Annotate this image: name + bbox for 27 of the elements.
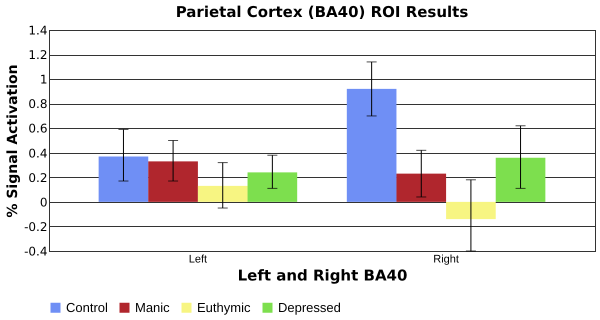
bar: [346, 88, 396, 202]
y-tick-label: 0: [40, 195, 48, 210]
bar: [496, 158, 546, 202]
y-tick-label: 1: [40, 72, 48, 87]
bar: [446, 202, 496, 220]
y-tick-label: 0.2: [28, 170, 48, 185]
legend-label: Depressed: [278, 300, 341, 315]
bar: [396, 174, 446, 202]
x-tick-label: Left: [188, 254, 208, 266]
legend-label: Control: [66, 300, 108, 315]
y-tick-label: -0.4: [24, 244, 48, 258]
x-tick-label: Right: [433, 254, 459, 266]
y-tick-label: 1.4: [28, 24, 48, 38]
chart-title: Parietal Cortex (BA40) ROI Results: [176, 3, 468, 21]
y-tick-label: -0.2: [24, 220, 48, 234]
bar: [98, 156, 148, 202]
y-axis-title: % Signal Activation: [5, 64, 22, 218]
y-tick-label: 0.4: [28, 146, 48, 160]
legend-label: Euthymic: [197, 300, 251, 315]
bar: [198, 186, 248, 202]
y-tick-label: 1.2: [28, 48, 48, 62]
legend-label: Manic: [135, 300, 170, 315]
x-axis-title: Left and Right BA40: [238, 266, 408, 284]
bar: [148, 161, 198, 202]
bar: [248, 172, 298, 202]
y-tick-label: 0.6: [28, 122, 48, 136]
y-tick-label: 0.8: [28, 97, 48, 112]
